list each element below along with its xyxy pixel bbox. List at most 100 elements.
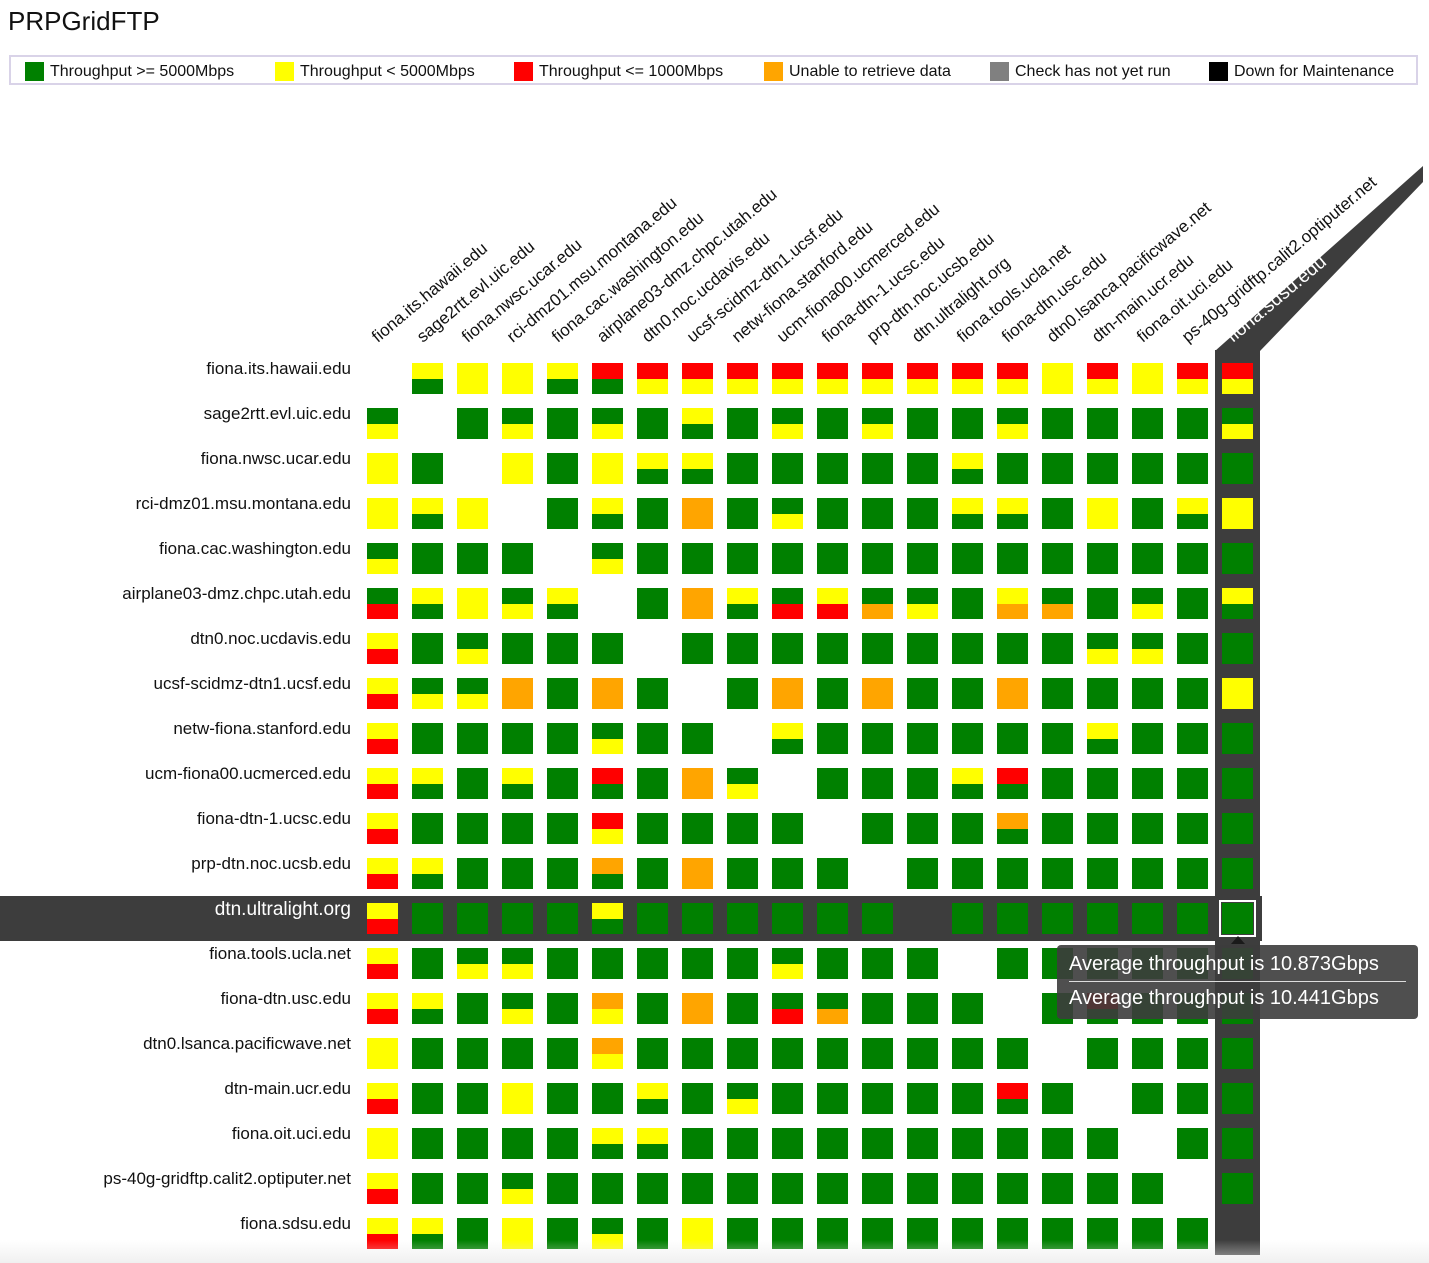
throughput-cell[interactable]	[637, 408, 668, 439]
throughput-cell[interactable]	[1087, 1038, 1118, 1069]
throughput-cell[interactable]	[502, 1173, 533, 1204]
throughput-cell[interactable]	[367, 633, 398, 664]
throughput-cell[interactable]	[727, 543, 758, 574]
throughput-cell[interactable]	[637, 498, 668, 529]
throughput-cell[interactable]	[1087, 453, 1118, 484]
throughput-cell[interactable]	[457, 948, 488, 979]
throughput-cell[interactable]	[952, 903, 983, 934]
throughput-cell[interactable]	[1042, 588, 1073, 619]
throughput-cell[interactable]	[592, 903, 623, 934]
throughput-cell[interactable]	[592, 948, 623, 979]
throughput-cell[interactable]	[997, 543, 1028, 574]
throughput-cell[interactable]	[592, 1128, 623, 1159]
throughput-cell[interactable]	[1132, 1173, 1163, 1204]
throughput-cell[interactable]	[367, 588, 398, 619]
throughput-cell[interactable]	[907, 678, 938, 709]
throughput-cell[interactable]	[727, 1173, 758, 1204]
throughput-cell[interactable]	[592, 543, 623, 574]
throughput-cell[interactable]	[727, 453, 758, 484]
throughput-cell[interactable]	[997, 813, 1028, 844]
throughput-cell[interactable]	[817, 1038, 848, 1069]
throughput-cell[interactable]	[682, 1083, 713, 1114]
throughput-cell[interactable]	[547, 813, 578, 844]
throughput-cell[interactable]	[997, 1083, 1028, 1114]
throughput-cell[interactable]	[907, 948, 938, 979]
throughput-cell[interactable]	[907, 543, 938, 574]
throughput-cell[interactable]	[682, 1173, 713, 1204]
throughput-cell[interactable]	[682, 1128, 713, 1159]
throughput-cell[interactable]	[547, 1038, 578, 1069]
throughput-cell[interactable]	[727, 1038, 758, 1069]
throughput-cell[interactable]	[1042, 903, 1073, 934]
throughput-cell[interactable]	[592, 633, 623, 664]
throughput-cell[interactable]	[1042, 1083, 1073, 1114]
throughput-cell[interactable]	[1222, 408, 1253, 439]
throughput-cell[interactable]	[592, 993, 623, 1024]
throughput-cell[interactable]	[727, 633, 758, 664]
throughput-cell[interactable]	[817, 408, 848, 439]
throughput-cell[interactable]	[1132, 1083, 1163, 1114]
throughput-cell[interactable]	[907, 768, 938, 799]
throughput-cell[interactable]	[862, 813, 893, 844]
throughput-cell[interactable]	[952, 858, 983, 889]
throughput-cell[interactable]	[1177, 633, 1208, 664]
throughput-cell[interactable]	[997, 363, 1028, 394]
row-label[interactable]: fiona.sdsu.edu	[240, 1214, 351, 1233]
throughput-cell[interactable]	[862, 1083, 893, 1114]
throughput-cell[interactable]	[997, 1038, 1028, 1069]
throughput-cell[interactable]	[457, 498, 488, 529]
throughput-cell[interactable]	[592, 1083, 623, 1114]
throughput-cell[interactable]	[592, 453, 623, 484]
throughput-cell[interactable]	[367, 1128, 398, 1159]
throughput-cell[interactable]	[1177, 723, 1208, 754]
throughput-cell[interactable]	[367, 903, 398, 934]
throughput-cell[interactable]	[547, 993, 578, 1024]
row-label[interactable]: rci-dmz01.msu.montana.edu	[135, 494, 351, 513]
throughput-cell[interactable]	[367, 858, 398, 889]
throughput-cell[interactable]	[547, 723, 578, 754]
throughput-cell[interactable]	[412, 858, 443, 889]
throughput-cell[interactable]	[592, 858, 623, 889]
throughput-cell[interactable]	[502, 1083, 533, 1114]
throughput-cell[interactable]	[412, 363, 443, 394]
throughput-cell[interactable]	[1177, 1038, 1208, 1069]
throughput-cell[interactable]	[952, 993, 983, 1024]
throughput-cell[interactable]	[457, 588, 488, 619]
throughput-cell[interactable]	[952, 768, 983, 799]
throughput-cell[interactable]	[1177, 543, 1208, 574]
throughput-cell[interactable]	[412, 1173, 443, 1204]
throughput-cell[interactable]	[637, 768, 668, 799]
throughput-cell[interactable]	[592, 1173, 623, 1204]
throughput-cell[interactable]	[1177, 1128, 1208, 1159]
throughput-cell[interactable]	[907, 1083, 938, 1114]
throughput-cell[interactable]	[817, 1128, 848, 1159]
throughput-cell[interactable]	[637, 678, 668, 709]
throughput-cell[interactable]	[997, 633, 1028, 664]
throughput-cell[interactable]	[1087, 543, 1118, 574]
throughput-cell[interactable]	[952, 723, 983, 754]
throughput-cell[interactable]	[997, 1128, 1028, 1159]
throughput-cell[interactable]	[547, 858, 578, 889]
throughput-cell[interactable]	[1132, 1038, 1163, 1069]
throughput-cell[interactable]	[907, 363, 938, 394]
throughput-cell[interactable]	[1177, 903, 1208, 934]
throughput-cell[interactable]	[1087, 498, 1118, 529]
row-label[interactable]: sage2rtt.evl.uic.edu	[203, 404, 351, 423]
row-label[interactable]: prp-dtn.noc.ucsb.edu	[191, 854, 351, 873]
throughput-cell[interactable]	[1132, 588, 1163, 619]
throughput-cell[interactable]	[997, 1173, 1028, 1204]
throughput-cell[interactable]	[547, 498, 578, 529]
throughput-cell[interactable]	[772, 633, 803, 664]
throughput-cell[interactable]	[457, 813, 488, 844]
throughput-cell[interactable]	[1087, 588, 1118, 619]
throughput-cell[interactable]	[997, 723, 1028, 754]
row-label[interactable]: dtn0.lsanca.pacificwave.net	[143, 1034, 351, 1053]
throughput-cell[interactable]	[952, 453, 983, 484]
throughput-cell[interactable]	[1219, 900, 1256, 937]
throughput-cell[interactable]	[1132, 903, 1163, 934]
throughput-cell[interactable]	[1042, 858, 1073, 889]
throughput-cell[interactable]	[1222, 363, 1253, 394]
throughput-cell[interactable]	[772, 948, 803, 979]
throughput-cell[interactable]	[862, 498, 893, 529]
throughput-cell[interactable]	[592, 1038, 623, 1069]
